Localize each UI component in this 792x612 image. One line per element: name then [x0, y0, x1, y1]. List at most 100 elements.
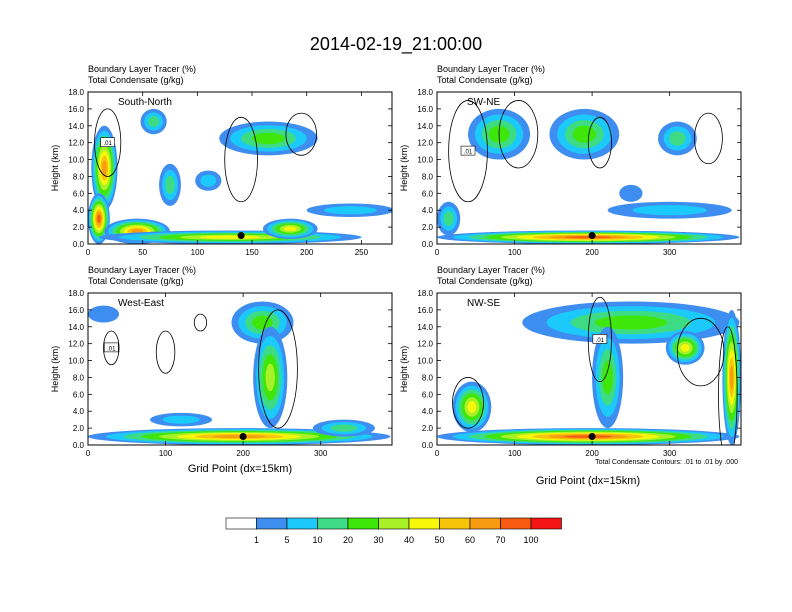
colorbar-label: 5 [284, 535, 289, 545]
y-tick-label: 14.0 [417, 323, 433, 332]
tracer-blob-7-level-10 [147, 116, 160, 127]
y-tick-label: 6.0 [422, 390, 434, 399]
colorbar-swatch-7 [439, 517, 471, 530]
condensate-contour-2 [224, 116, 258, 203]
y-tick-label: 0.0 [73, 240, 85, 249]
tracer-blob-5-level-5 [162, 415, 200, 424]
y-tick-label: 2.0 [422, 223, 434, 232]
plot-frame [436, 91, 742, 245]
plot-frame [436, 292, 742, 446]
condensate-contour-3 [587, 116, 612, 169]
colorbar-swatch-8 [469, 517, 501, 530]
y-axis-label: Height (km) [50, 346, 60, 393]
x-tick-label: 200 [585, 248, 599, 257]
y-tick-label: 10.0 [417, 156, 433, 165]
tracer-blob-4-level-1 [88, 305, 120, 323]
tracer-blob-9-level-5 [200, 174, 217, 187]
tracer-blob-8-level-10 [165, 175, 175, 194]
contour-label: .01 [107, 346, 116, 352]
colorbar-swatch-1 [256, 517, 288, 530]
y-tick-label: 14.0 [68, 323, 84, 332]
colorbar-label: 1 [254, 535, 259, 545]
y-tick-label: 0.0 [422, 240, 434, 249]
tracer-blob-5-level-40 [283, 226, 297, 232]
colorbar-label: 100 [523, 535, 538, 545]
y-tick-label: 8.0 [422, 373, 434, 382]
condensate-contour-2 [155, 330, 176, 374]
y-tick-label: 18.0 [417, 88, 433, 97]
y-tick-label: 18.0 [68, 289, 84, 298]
colorbar-swatch-10 [530, 517, 562, 530]
y-tick-label: 0.0 [422, 441, 434, 450]
plot-frame [87, 292, 393, 446]
subtitle-condensate: Total Condensate (g/kg) [88, 75, 184, 85]
y-tick-label: 0.0 [73, 441, 85, 450]
y-axis-label: Height (km) [399, 346, 409, 393]
y-tick-label: 4.0 [422, 407, 434, 416]
x-tick-label: 100 [508, 248, 522, 257]
location-marker [588, 433, 596, 441]
tracer-blob-2-level-20 [594, 315, 668, 330]
y-tick-label: 8.0 [73, 172, 85, 181]
colorbar-swatch-3 [317, 517, 349, 530]
colorbar-label: 40 [404, 535, 414, 545]
tracer-field: .01 [437, 100, 740, 244]
condensate-contour-4 [452, 377, 484, 429]
subtitle-tracer: Boundary Layer Tracer (%) [437, 265, 545, 275]
x-tick-label: 300 [314, 449, 328, 458]
subtitle-tracer: Boundary Layer Tracer (%) [437, 64, 545, 74]
cross-section-title: SW-NE [467, 97, 500, 108]
location-marker [237, 232, 245, 240]
tracer-blob-1-level-70 [564, 435, 613, 438]
x-tick-label: 100 [508, 449, 522, 458]
y-tick-label: 10.0 [68, 156, 84, 165]
colorbar-swatch-2 [286, 517, 318, 530]
tracer-blob-6-level-10 [443, 211, 454, 226]
tracer-blob-3-level-20 [572, 125, 596, 143]
colorbar-swatch-6 [408, 517, 440, 530]
contour-note: Total Condensate Contours: .01 to .01 by… [595, 459, 738, 466]
subtitle-condensate: Total Condensate (g/kg) [88, 276, 184, 286]
y-tick-label: 2.0 [422, 424, 434, 433]
y-tick-label: 2.0 [73, 223, 85, 232]
tracer-field: .01 [437, 296, 741, 445]
x-axis-label-right: Grid Point (dx=15km) [536, 475, 640, 487]
contour-label: .01 [104, 141, 113, 147]
y-tick-label: 2.0 [73, 424, 85, 433]
location-marker [239, 433, 247, 441]
tracer-blob-3-level-20 [602, 360, 613, 395]
tracer-blob-3-level-30 [265, 363, 275, 392]
y-tick-label: 18.0 [68, 88, 84, 97]
x-tick-label: 200 [585, 449, 599, 458]
y-tick-label: 10.0 [68, 357, 84, 366]
x-tick-label: 300 [663, 449, 677, 458]
colorbar-label: 60 [465, 535, 475, 545]
x-tick-label: 0 [435, 248, 440, 257]
cross-section-title: NW-SE [467, 298, 500, 309]
x-tick-label: 50 [138, 248, 147, 257]
x-tick-label: 200 [236, 449, 250, 458]
y-tick-label: 10.0 [417, 357, 433, 366]
location-marker [588, 232, 596, 240]
tracer-blob-6-level-40 [680, 343, 690, 352]
condensate-contour-2 [498, 100, 539, 169]
y-tick-label: 16.0 [68, 105, 84, 114]
colorbar-swatch-9 [500, 517, 532, 530]
x-tick-label: 100 [191, 248, 205, 257]
y-tick-label: 16.0 [417, 105, 433, 114]
colorbar-label: 20 [343, 535, 353, 545]
plot-frame [87, 91, 393, 245]
condensate-contour-4 [193, 313, 208, 332]
x-tick-label: 0 [86, 449, 91, 458]
y-tick-label: 12.0 [68, 139, 84, 148]
x-tick-label: 0 [86, 248, 91, 257]
contour-label: .01 [596, 338, 605, 344]
x-tick-label: 150 [245, 248, 259, 257]
condensate-contour-4 [694, 112, 723, 165]
y-tick-label: 16.0 [417, 306, 433, 315]
colorbar-swatch-4 [347, 517, 379, 530]
tracer-blob-1-level-60 [102, 160, 107, 176]
colorbar-label: 70 [495, 535, 505, 545]
colorbar: 1 5 10 20 30 40 50 60 70 100 [225, 517, 562, 545]
tracer-blob-4-level-40 [467, 401, 477, 413]
